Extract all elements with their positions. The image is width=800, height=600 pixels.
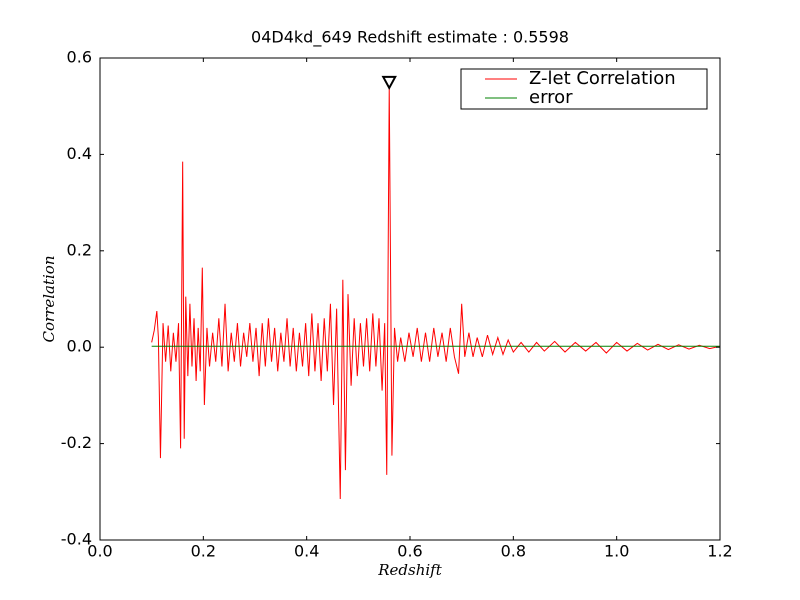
x-tick-label: 0.2	[191, 542, 216, 561]
chart-title: 04D4kd_649 Redshift estimate : 0.5598	[251, 28, 569, 48]
x-tick-label: 0.8	[501, 542, 526, 561]
y-tick-label: -0.2	[61, 433, 92, 452]
data-line	[151, 86, 721, 500]
x-tick-label: 0.0	[87, 542, 112, 561]
y-axis-label: Correlation	[40, 256, 58, 343]
y-tick-label: 0.0	[67, 337, 92, 356]
x-axis-label: Redshift	[377, 561, 442, 579]
legend-label: Z-let Correlation	[529, 68, 676, 89]
x-tick-label: 0.4	[294, 542, 319, 561]
y-tick-label: -0.4	[61, 530, 92, 549]
y-tick-label: 0.4	[67, 144, 92, 163]
x-tick-label: 0.6	[397, 542, 422, 561]
legend-box	[460, 68, 708, 110]
peak-marker	[381, 75, 397, 91]
y-tick-label: 0.2	[67, 240, 92, 259]
x-tick-label: 1.2	[707, 542, 732, 561]
legend-label: error	[529, 87, 573, 108]
x-tick-label: 1.0	[604, 542, 629, 561]
y-tick-label: 0.6	[67, 48, 92, 67]
